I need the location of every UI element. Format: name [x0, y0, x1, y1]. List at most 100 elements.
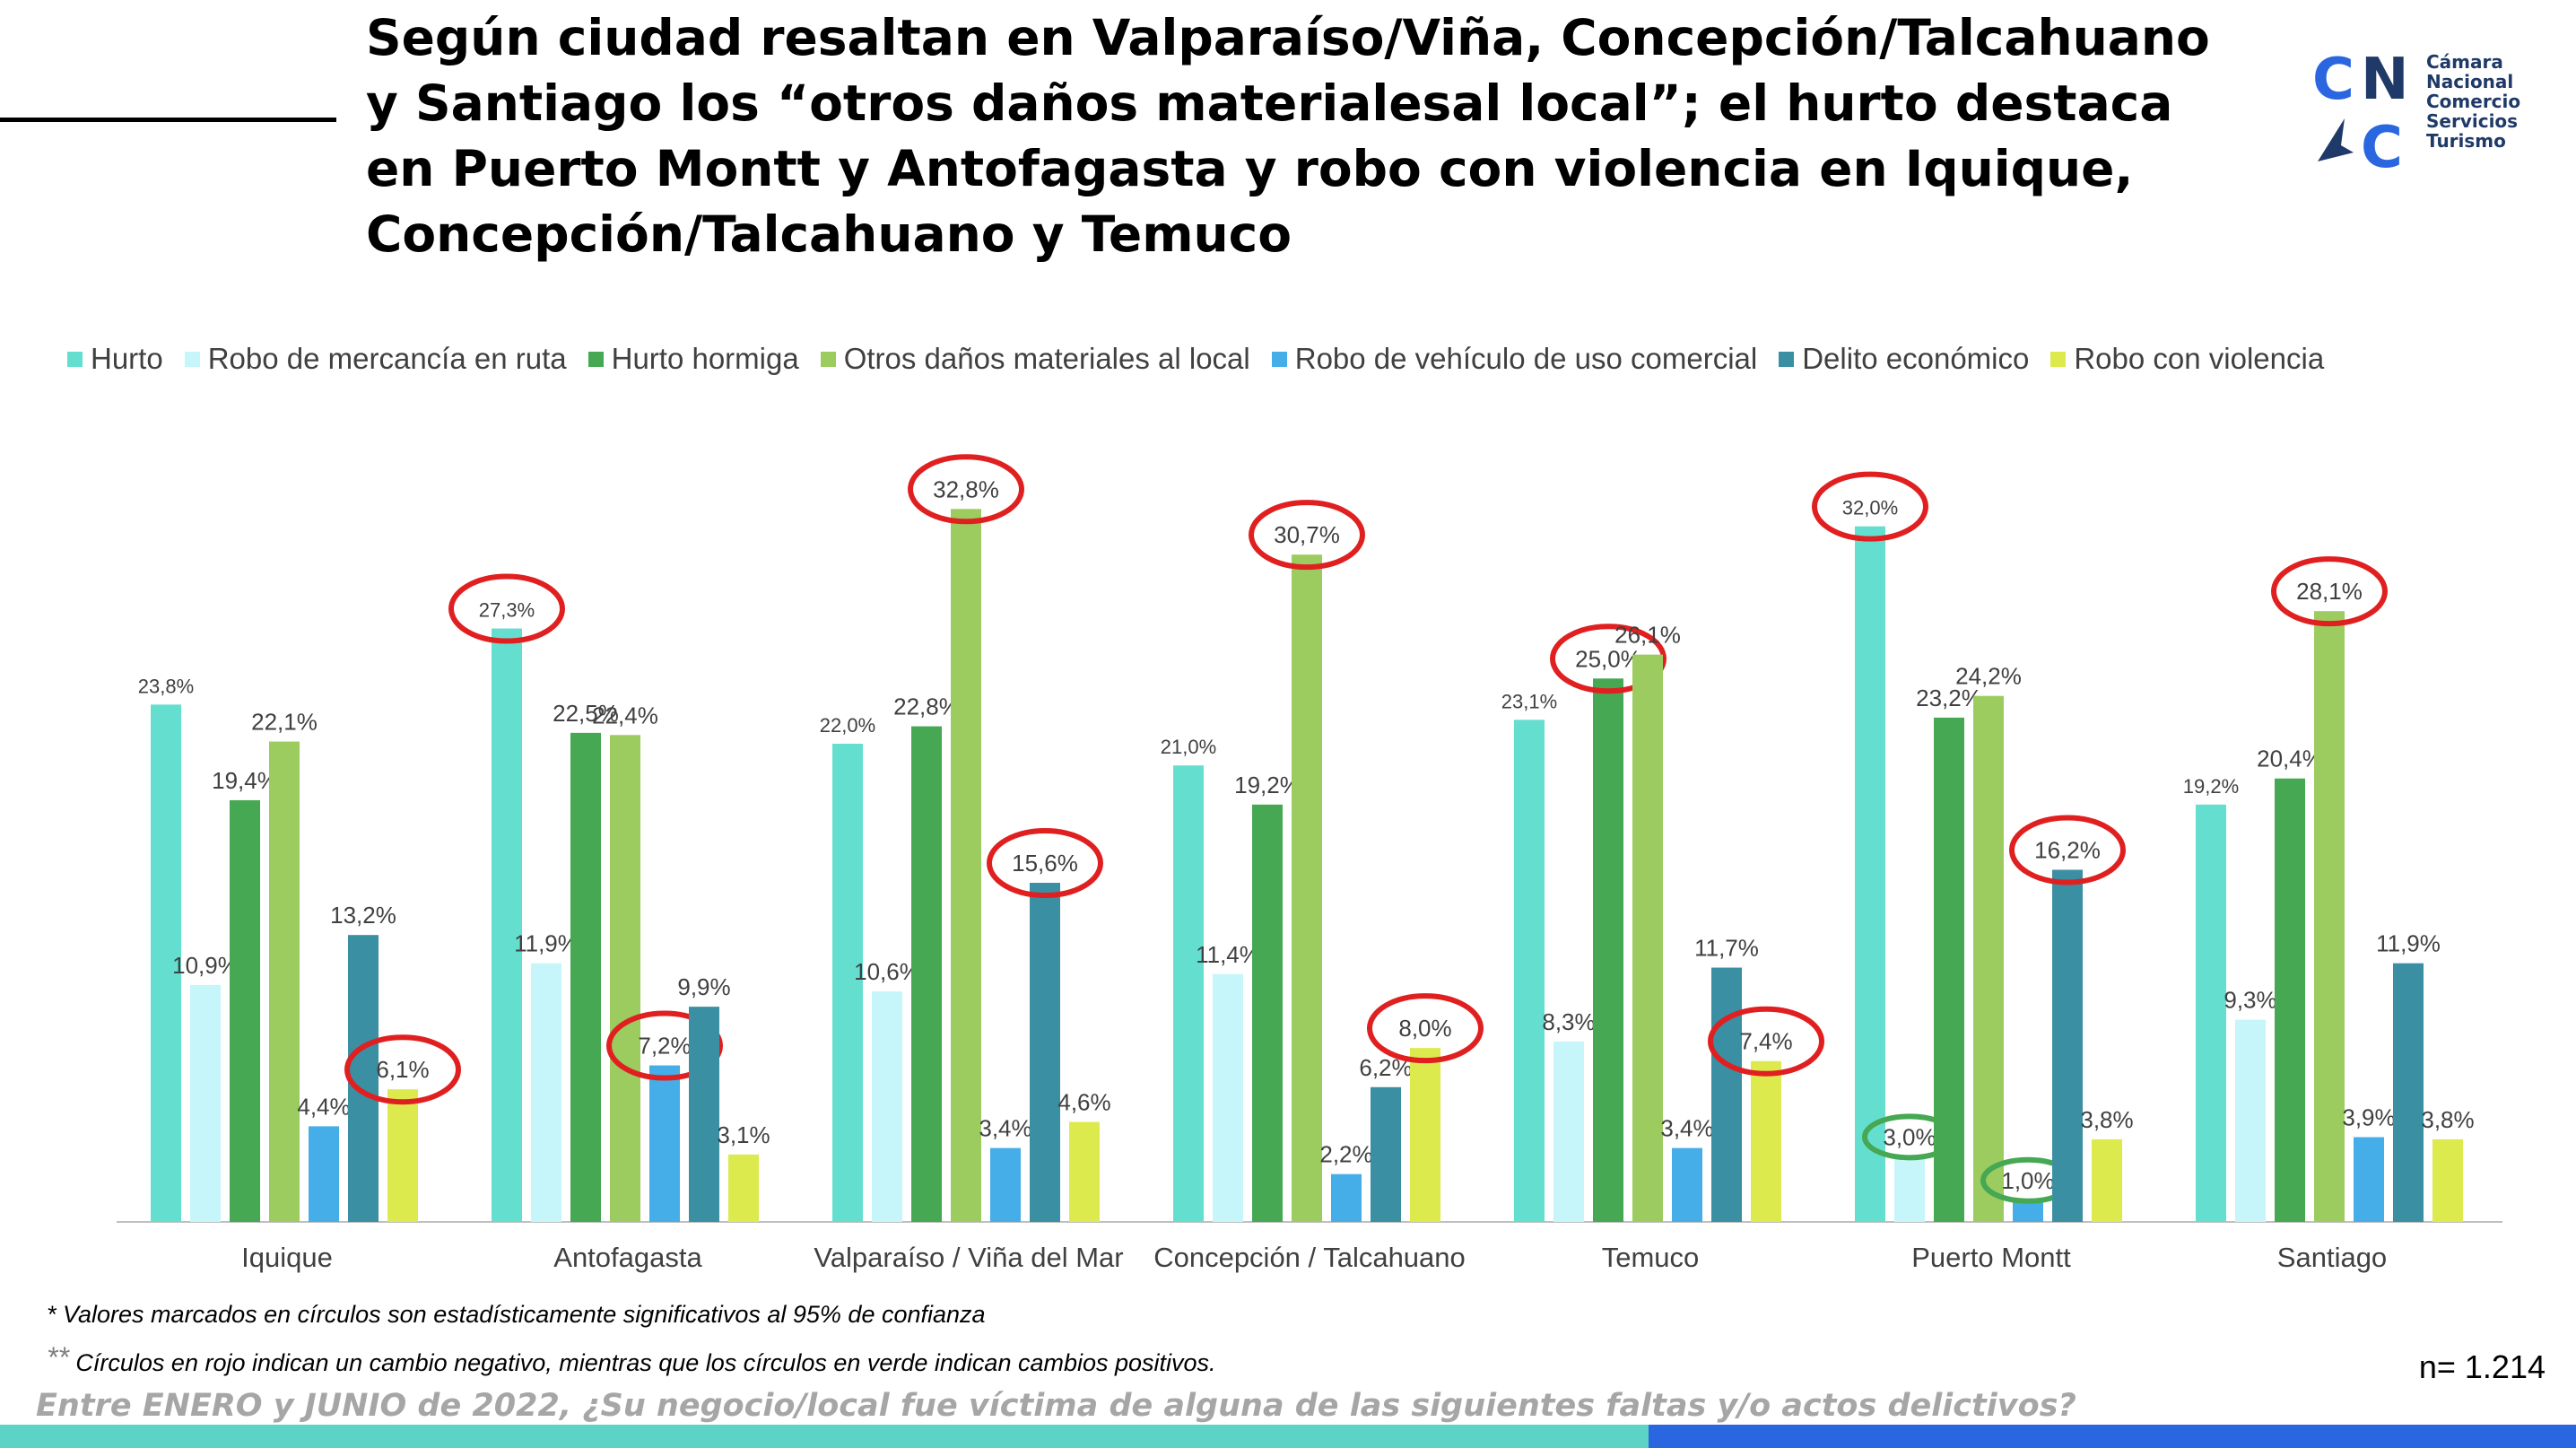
bar	[2052, 869, 2083, 1222]
category-label: Concepción / Talcahuano	[1153, 1242, 1466, 1273]
bar	[1711, 967, 1742, 1222]
legend-swatch	[67, 351, 83, 367]
bar	[570, 732, 601, 1222]
data-label: 4,6%	[1057, 1089, 1110, 1116]
data-label: 23,2%	[1916, 685, 1982, 711]
significance-circle	[1812, 471, 1928, 542]
bar	[269, 741, 300, 1222]
data-label: 32,0%	[1842, 497, 1898, 519]
data-label: 22,5%	[553, 700, 619, 727]
logo-line: Nacional	[2426, 71, 2514, 92]
bar	[1934, 717, 1964, 1222]
bar	[689, 1007, 719, 1222]
bar	[2393, 963, 2424, 1222]
significance-circle	[1249, 500, 1365, 571]
data-label: 10,6%	[854, 958, 920, 985]
data-label: 9,3%	[2224, 987, 2276, 1014]
legend-swatch	[820, 351, 836, 367]
legend-item-robo-mercancia: Robo de mercancía en ruta	[184, 342, 567, 376]
bar	[1331, 1173, 1362, 1222]
bar	[1410, 1048, 1440, 1222]
data-label: 13,2%	[330, 902, 396, 929]
data-label: 3,4%	[1660, 1115, 1713, 1142]
bar	[1632, 654, 1663, 1222]
data-label: 9,9%	[677, 973, 730, 1000]
note-stars: **	[47, 1341, 69, 1374]
cnc-logo-mark: C N C	[2312, 52, 2409, 178]
bar	[1173, 765, 1204, 1222]
legend-item-delito-economico: Delito económico	[1779, 342, 2029, 376]
logo-letter-n: N	[2361, 52, 2409, 113]
legend-label: Robo de mercancía en ruta	[207, 342, 567, 375]
bar	[2013, 1199, 2043, 1222]
legend-label: Hurto	[91, 342, 163, 375]
bar	[2235, 1019, 2266, 1222]
bar	[1213, 973, 1243, 1222]
legend-item-hurto: Hurto	[67, 342, 163, 376]
category-label: Santiago	[2277, 1242, 2387, 1273]
significance-circle	[448, 573, 565, 644]
footer-bar-teal	[0, 1425, 1649, 1448]
logo-letter-c-top: C	[2312, 52, 2354, 113]
data-label: 1,0%	[2001, 1167, 2054, 1194]
survey-question: Entre ENERO y JUNIO de 2022, ¿Su negocio…	[36, 1388, 2076, 1424]
data-label: 23,1%	[1501, 690, 1557, 712]
logo-line: Servicios	[2426, 110, 2519, 132]
data-label: 20,4%	[2257, 746, 2323, 772]
bar	[2092, 1138, 2122, 1222]
footer-bar-blue	[1649, 1425, 2576, 1448]
bar	[951, 509, 981, 1222]
bar	[1292, 554, 1322, 1222]
bar	[190, 984, 221, 1222]
data-label: 7,4%	[1739, 1028, 1792, 1055]
note-significance: * Valores marcados en círculos son estad…	[47, 1301, 986, 1328]
data-label: 11,7%	[1694, 935, 1759, 962]
data-label: 16,2%	[2034, 836, 2101, 863]
significance-circle	[2271, 556, 2388, 627]
bar	[1894, 1156, 1925, 1222]
data-label: 3,4%	[979, 1115, 1031, 1142]
legend-item-hurto-hormiga: Hurto hormiga	[587, 342, 799, 376]
category-label: Valparaíso / Viña del Mar	[814, 1242, 1123, 1273]
data-label: 22,8%	[893, 693, 960, 720]
data-label: 10,9%	[172, 952, 239, 979]
bar-chart: 23,8% 27,3% 22,0% 21,0% 23,1% 32,0% 19,2% 10,9%…	[117, 454, 2502, 1273]
data-label: 8,3%	[1542, 1008, 1595, 1035]
bar	[990, 1147, 1021, 1222]
category-label: Temuco	[1602, 1242, 1700, 1273]
bar	[1855, 526, 1885, 1222]
significance-circle	[908, 454, 1024, 525]
data-label: 30,7%	[1274, 521, 1340, 548]
data-label: 3,8%	[2421, 1106, 2474, 1133]
bar	[2314, 611, 2345, 1222]
note-circle-colors-text: Círculos en rojo indican un cambio negat…	[68, 1349, 1216, 1376]
legend-swatch	[1271, 351, 1287, 367]
legend-swatch	[2050, 351, 2067, 367]
significance-circle	[1550, 624, 1667, 694]
data-label: 26,1%	[1614, 622, 1681, 649]
bar	[1672, 1147, 1702, 1222]
bar	[309, 1126, 339, 1222]
legend-swatch	[184, 351, 200, 367]
logo-line: Turismo	[2426, 130, 2506, 152]
data-label: 19,2%	[2183, 775, 2239, 798]
bar	[492, 628, 522, 1222]
logo-letter-c-bottom: C	[2361, 115, 2403, 178]
data-label: 24,2%	[1955, 663, 2022, 690]
legend-item-otros-danos: Otros daños materiales al local	[820, 342, 1250, 376]
data-label: 11,4%	[1196, 941, 1260, 968]
data-label: 8,0%	[1398, 1015, 1451, 1042]
data-label: 7,2%	[638, 1033, 691, 1060]
bar	[387, 1089, 418, 1222]
data-label: 32,8%	[933, 475, 999, 502]
bar	[2196, 804, 2226, 1222]
category-label: Puerto Montt	[1911, 1242, 2071, 1273]
data-label: 3,0%	[1883, 1123, 1936, 1150]
legend-label: Otros daños materiales al local	[843, 342, 1250, 375]
legend-swatch	[1779, 351, 1795, 367]
logo-line: Cámara	[2426, 51, 2503, 73]
significance-circle	[344, 1034, 461, 1105]
data-label: 25,0%	[1575, 645, 1641, 672]
significance-circle	[1708, 1006, 1824, 1077]
data-label: 6,1%	[376, 1056, 429, 1083]
